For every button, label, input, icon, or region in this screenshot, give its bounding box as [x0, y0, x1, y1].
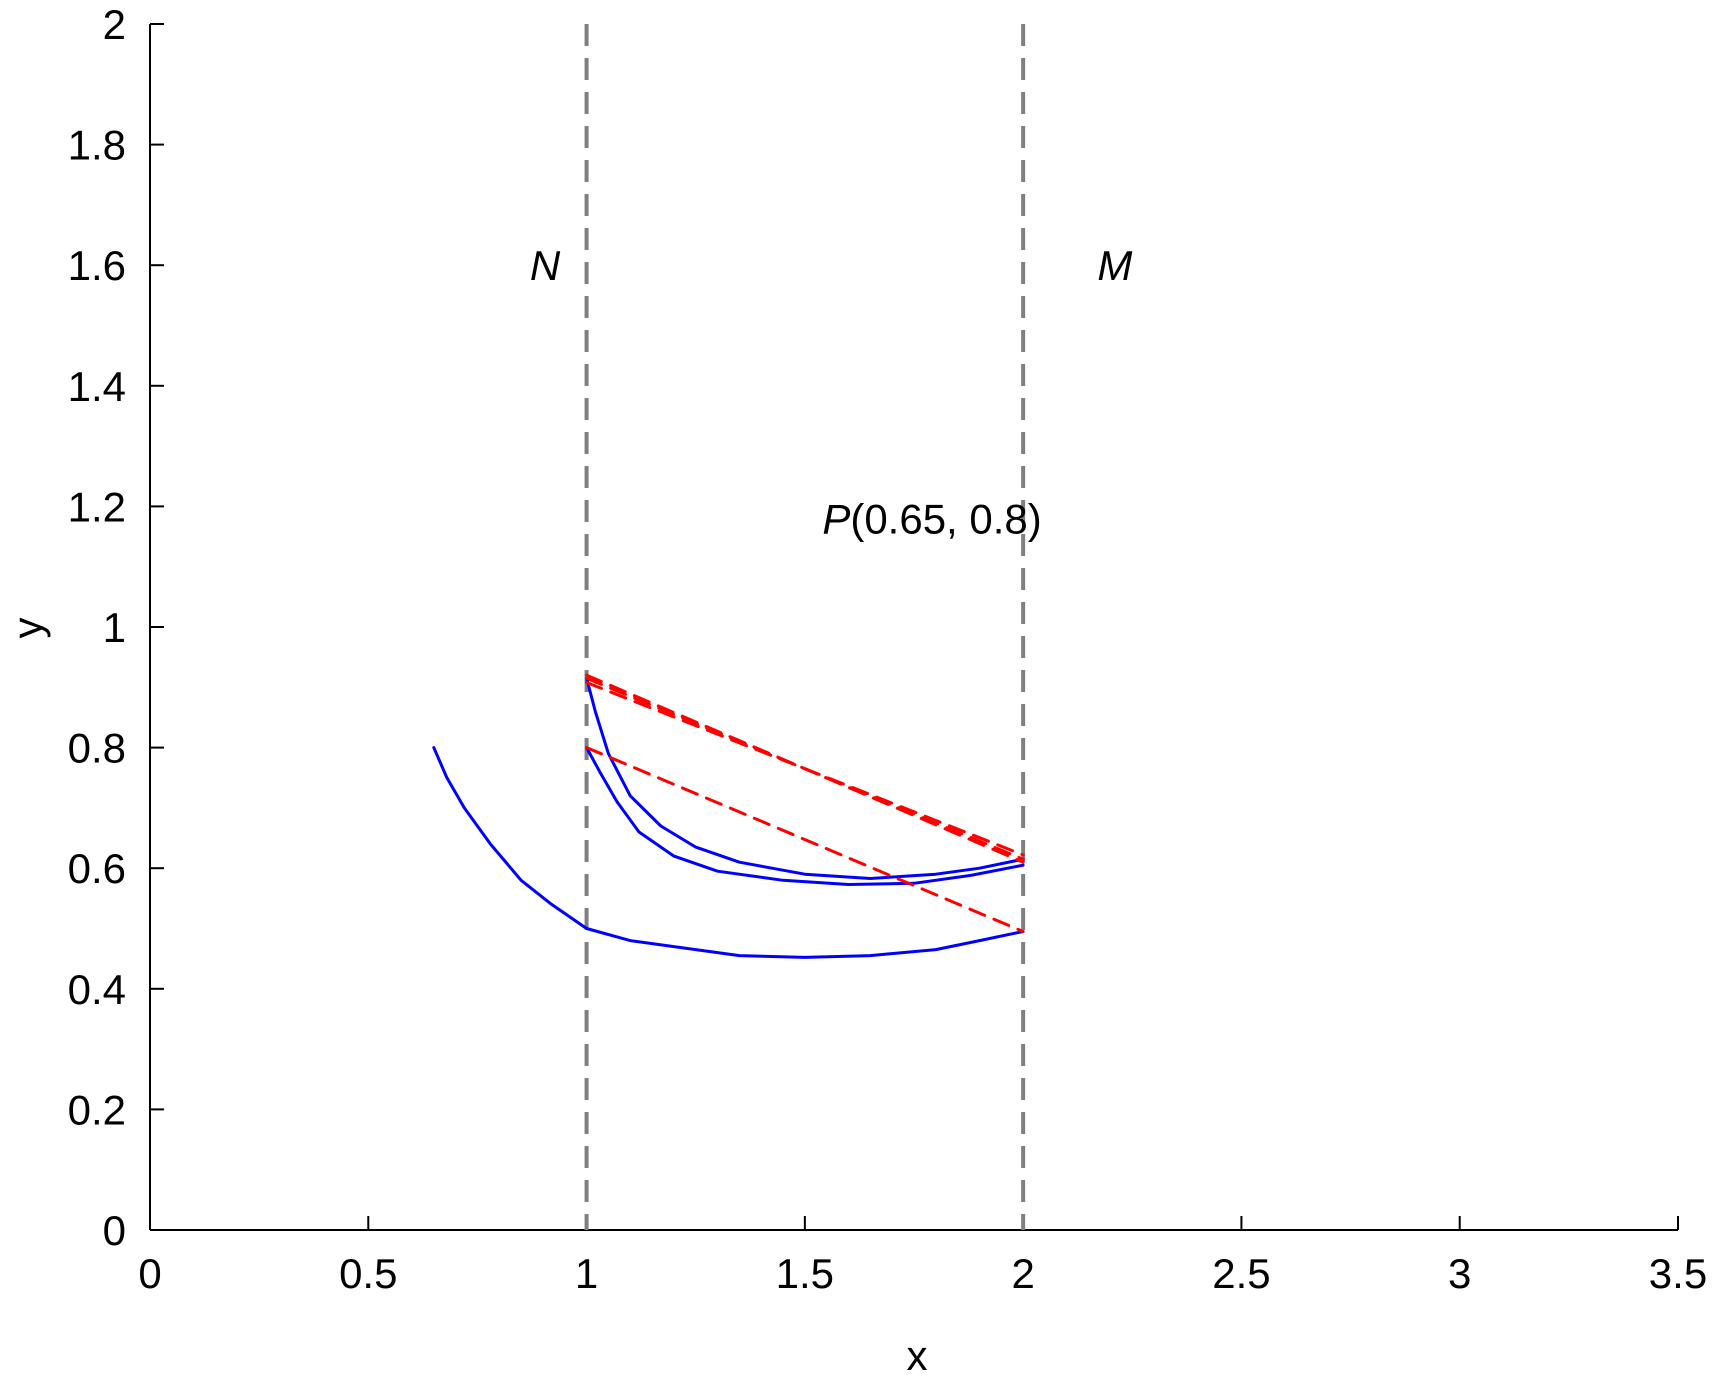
x-tick-label: 3.5 [1649, 1250, 1707, 1297]
series-line [585, 746, 1025, 886]
y-tick-label: 0 [103, 1207, 126, 1254]
series-line [432, 746, 1025, 959]
annotation-label: N [530, 242, 561, 289]
annotation-label: P(0.65, 0.8) [822, 495, 1041, 542]
plot-area [432, 24, 1026, 1230]
x-tick-label: 3 [1448, 1250, 1471, 1297]
y-tick-label: 1 [103, 604, 126, 651]
x-tick-label: 1 [575, 1250, 598, 1297]
y-axis-label: y [4, 618, 51, 639]
annotations: N M P(0.65, 0.8) [530, 242, 1133, 542]
axes: 0 0.5 1 1.5 2 2.5 3 3.5 0 0.2 0.4 0.6 0.8 1 1.2 1.4 1.6 1… [68, 1, 1708, 1297]
x-axis-label: x [907, 1332, 928, 1377]
x-tick-label: 2.5 [1212, 1250, 1270, 1297]
y-tick-label: 1.8 [68, 122, 126, 169]
series-line-dashed [585, 673, 1025, 864]
y-tick-label: 2 [103, 1, 126, 48]
x-tick-label: 0 [138, 1250, 161, 1297]
x-tick-label: 2 [1011, 1250, 1034, 1297]
y-tick-label: 1.6 [68, 242, 126, 289]
y-tick-label: 0.4 [68, 966, 126, 1013]
series-line-dashed [585, 746, 1025, 933]
y-tick-label: 0.6 [68, 845, 126, 892]
annotation-label: M [1097, 242, 1132, 289]
annotation-rest-part: (0.65, 0.8) [850, 495, 1041, 542]
y-tick-label: 0.8 [68, 725, 126, 772]
x-tick-label: 1.5 [776, 1250, 834, 1297]
series-line [585, 676, 1025, 880]
y-tick-label: 1.2 [68, 483, 126, 530]
annotation-italic-part: P [822, 495, 850, 542]
y-tick-label: 1.4 [68, 363, 126, 410]
y-tick-label: 0.2 [68, 1086, 126, 1133]
x-tick-label: 0.5 [339, 1250, 397, 1297]
